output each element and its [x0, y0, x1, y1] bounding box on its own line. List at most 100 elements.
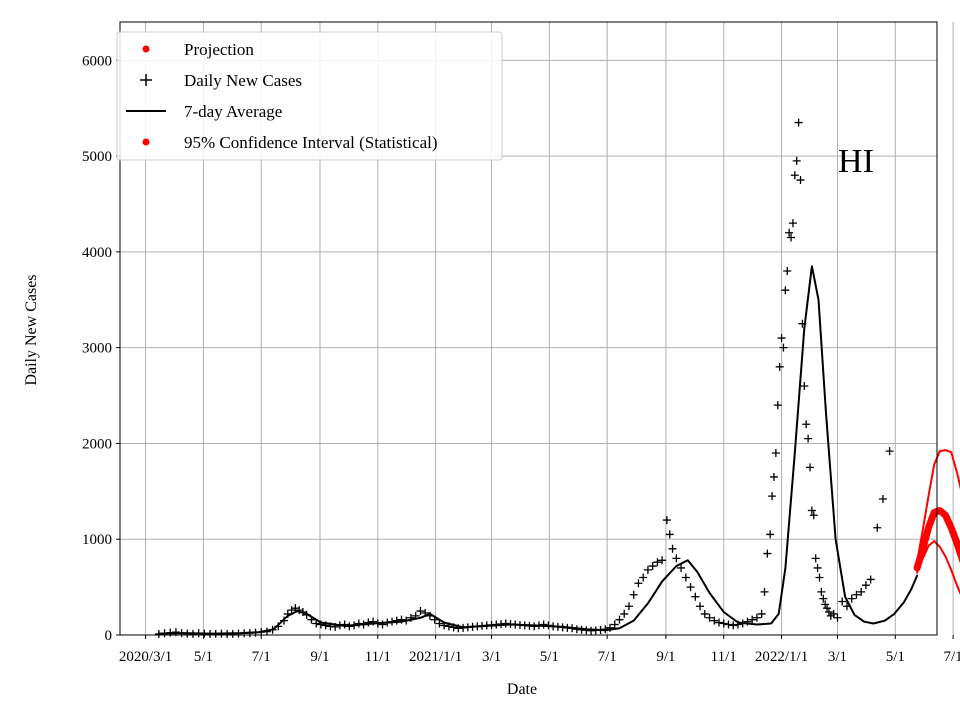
legend-label: 95% Confidence Interval (Statistical): [184, 133, 438, 152]
x-axis-label: Date: [507, 681, 537, 698]
data-point: [369, 617, 378, 626]
data-point: [757, 609, 766, 618]
data-point: [321, 621, 330, 630]
data-point: [696, 602, 705, 611]
data-point: [752, 613, 761, 622]
data-point: [312, 619, 321, 628]
x-tick-label: 2022/1/1: [755, 649, 808, 665]
data-point: [279, 616, 288, 625]
data-point: [681, 573, 690, 582]
y-tick-label: 0: [105, 628, 113, 644]
data-point: [811, 554, 820, 563]
legend: Projection Daily New Cases 7-day Average 95…: [116, 31, 503, 161]
legend-entries: Projection Daily New Cases 7-day Average 95…: [126, 40, 438, 152]
data-point: [743, 617, 752, 626]
data-point: [665, 530, 674, 539]
data-point: [544, 621, 553, 630]
legend-box: [116, 31, 503, 161]
x-tick-label: 5/1: [540, 649, 559, 665]
data-point: [823, 604, 832, 613]
data-point: [885, 447, 894, 456]
data-point: [729, 621, 738, 630]
data-point: [624, 602, 633, 611]
state-annotation: HI: [838, 143, 874, 180]
data-point: [847, 594, 856, 603]
data-point: [639, 573, 648, 582]
data-point: [601, 625, 610, 634]
data-point: [335, 621, 344, 630]
data-point: [819, 594, 828, 603]
y-tick-label: 2000: [82, 436, 112, 452]
data-point: [866, 575, 875, 584]
data-point: [705, 613, 714, 622]
plot-frame: [119, 21, 938, 636]
data-point: [634, 579, 643, 588]
data-point: [878, 494, 887, 503]
legend-label: Projection: [184, 40, 254, 59]
data-point: [416, 607, 425, 616]
data-point: [340, 620, 349, 629]
y-tick-label: 3000: [82, 341, 112, 357]
tick-layer: 0 1000 2000 3000 4000 5000 6000 2020/3/1 5/1 7/1 9…: [82, 53, 960, 665]
data-point: [534, 621, 543, 630]
data-point: [359, 620, 368, 629]
y-tick-label: 4000: [82, 245, 112, 261]
x-tick-label: 7/1: [944, 649, 960, 665]
y-tick-label: 1000: [82, 532, 112, 548]
data-point: [852, 590, 861, 599]
x-tick-label: 3/1: [482, 649, 501, 665]
data-point: [817, 587, 826, 596]
data-point: [331, 622, 340, 631]
data-point: [775, 362, 784, 371]
data-point: [800, 381, 809, 390]
data-point: [794, 118, 803, 127]
data-point: [857, 587, 866, 596]
data-point: [792, 156, 801, 165]
data-point: [643, 565, 652, 574]
data-point: [397, 615, 406, 624]
series-daily-new-cases: [154, 118, 894, 639]
data-point: [672, 554, 681, 563]
data-point: [295, 606, 304, 615]
data-point: [796, 176, 805, 185]
data-point: [798, 319, 807, 328]
data-point: [829, 609, 838, 618]
data-point: [804, 434, 813, 443]
data-point: [807, 506, 816, 515]
data-point: [777, 334, 786, 343]
data-point: [302, 610, 311, 619]
data-point: [802, 420, 811, 429]
data-point: [719, 619, 728, 628]
data-point: [861, 581, 870, 590]
data-point: [833, 613, 842, 622]
data-point: [748, 615, 757, 624]
series-line-7-day-average: [157, 265, 919, 635]
data-point: [768, 492, 777, 501]
y-tick-label: 5000: [82, 149, 112, 165]
data-point: [842, 602, 851, 611]
data-point: [769, 472, 778, 481]
data-point: [824, 608, 833, 617]
data-point: [373, 619, 382, 628]
x-tick-label: 11/1: [365, 649, 391, 665]
x-tick-label: 2021/1/1: [409, 649, 462, 665]
data-point: [773, 401, 782, 410]
data-point: [790, 171, 799, 180]
x-tick-label: 9/1: [656, 649, 675, 665]
data-point: [350, 621, 359, 630]
data-point: [653, 558, 662, 567]
data-point: [378, 620, 387, 629]
data-point: [411, 611, 420, 620]
data-point: [662, 516, 671, 525]
data-point: [383, 618, 392, 627]
data-point: [154, 630, 163, 639]
legend-label: 7-day Average: [184, 102, 282, 121]
series-line-projection: [913, 507, 960, 572]
x-tick-label: 11/1: [711, 649, 737, 665]
data-point: [316, 620, 325, 629]
data-point: [262, 627, 271, 636]
data-point: [873, 523, 882, 532]
data-point: [425, 611, 434, 620]
data-point: [406, 613, 415, 622]
